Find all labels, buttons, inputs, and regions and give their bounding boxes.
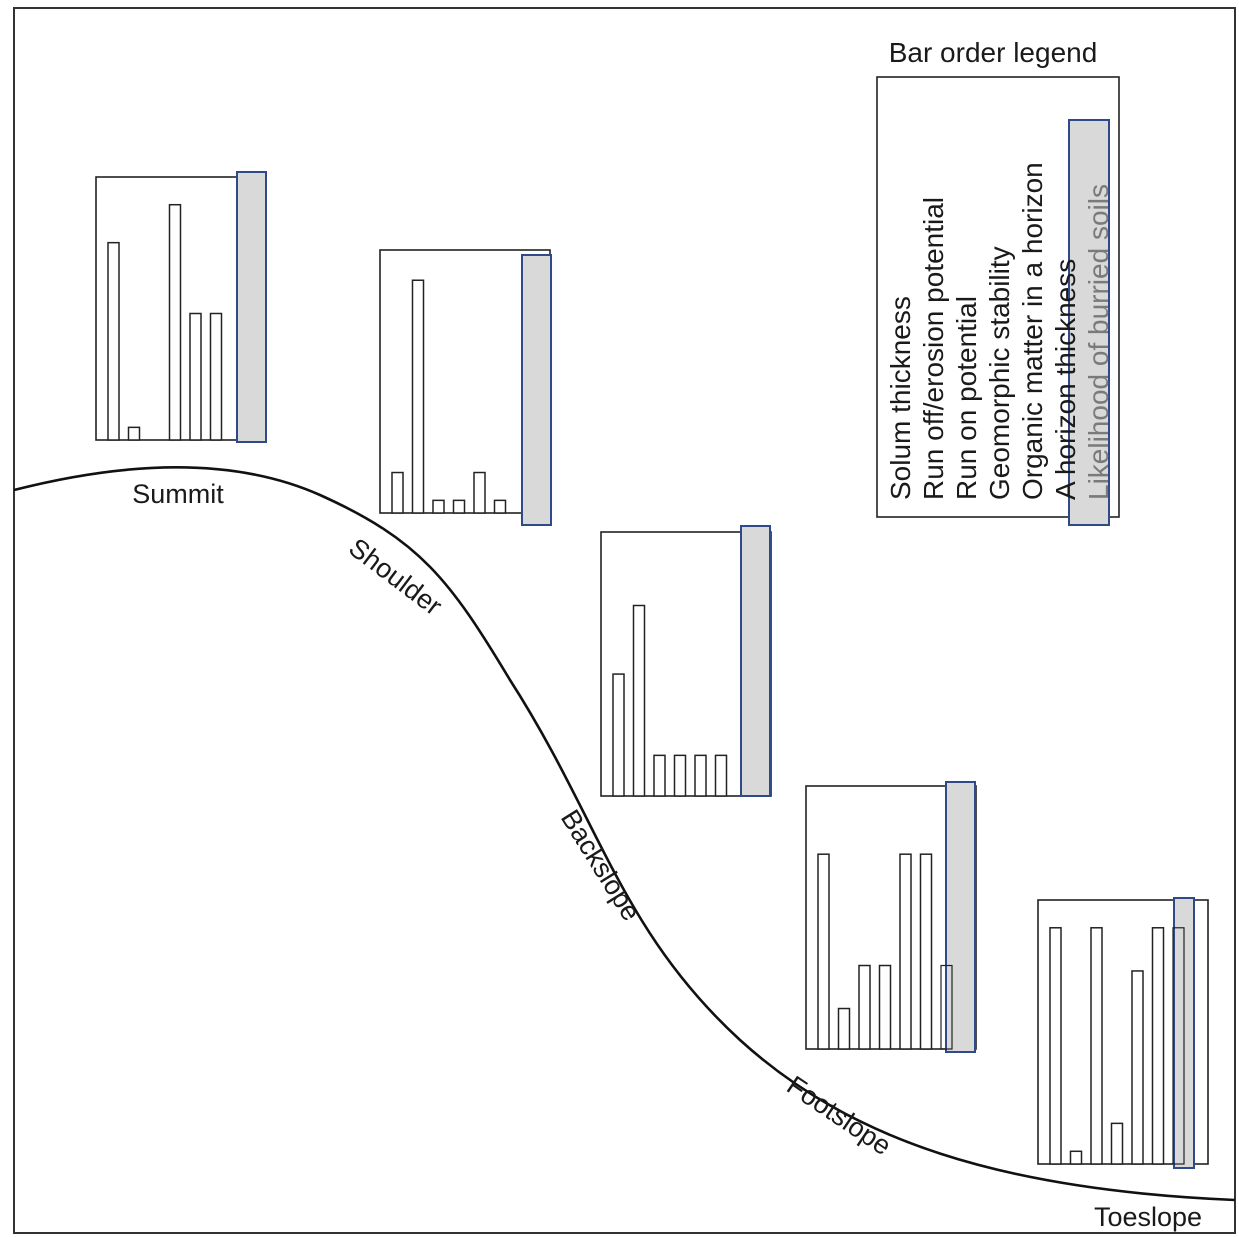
position-label-shoulder: Shoulder — [343, 532, 447, 621]
legend-item-5: Organic matter in a horizon — [1017, 162, 1048, 500]
hillslope-profile-line — [13, 466, 1236, 1202]
bar-toeslope-7 — [1172, 927, 1185, 1165]
bar-footslope-6 — [919, 853, 933, 1050]
bar-toeslope-5 — [1131, 970, 1144, 1165]
position-label-toeslope: Toeslope — [1094, 1202, 1202, 1232]
figure-frame — [13, 7, 1236, 1234]
position-label-backslope: Backslope — [555, 804, 646, 926]
highlight-box-burried-soils — [740, 525, 771, 797]
legend-item-6: A horizon thickness — [1050, 259, 1081, 500]
legend-item-7: Likelihood of burried soils — [1083, 184, 1114, 500]
bar-panel-footslope — [805, 781, 977, 1053]
legend-item-4: Geomorphic stability — [984, 246, 1015, 500]
bar-backslope-4 — [673, 754, 687, 797]
bar-footslope-3 — [858, 964, 871, 1050]
bar-panels — [95, 171, 1209, 1169]
highlight-box-burried-soils — [236, 171, 267, 443]
bar-backslope-1 — [612, 673, 625, 797]
bar-order-legend: Bar order legend Solum thickness Run off/… — [876, 37, 1120, 526]
bar-footslope-4 — [878, 964, 892, 1050]
bar-shoulder-6 — [493, 499, 507, 514]
bar-shoulder-5 — [473, 471, 486, 514]
bar-shoulder-2 — [411, 279, 425, 514]
legend-item-1: Solum thickness — [885, 296, 916, 500]
position-label-footslope: Footslope — [781, 1070, 896, 1161]
bar-shoulder-3 — [432, 499, 445, 514]
bar-backslope-2 — [632, 604, 646, 797]
legend-item-3: Run on potential — [951, 296, 982, 500]
bar-summit-1 — [107, 241, 120, 441]
legend-title: Bar order legend — [889, 37, 1098, 68]
bar-panel-toeslope — [1037, 897, 1209, 1169]
bar-toeslope-6 — [1151, 927, 1165, 1165]
bar-toeslope-1 — [1049, 927, 1062, 1165]
bar-backslope-5 — [694, 754, 707, 797]
bar-summit-6 — [209, 312, 223, 441]
legend-item-2: Run off/erosion potential — [918, 197, 949, 500]
bar-footslope-5 — [899, 853, 912, 1050]
bar-panel-shoulder — [379, 249, 552, 526]
bar-shoulder-1 — [391, 471, 404, 514]
bar-summit-4 — [168, 203, 182, 441]
bar-footslope-2 — [837, 1007, 851, 1050]
bar-backslope-3 — [653, 754, 666, 797]
bar-backslope-6 — [714, 754, 728, 797]
bar-summit-2 — [127, 426, 141, 441]
highlight-box-burried-soils — [945, 781, 976, 1053]
highlight-box-burried-soils — [521, 254, 552, 526]
bar-shoulder-4 — [452, 499, 466, 514]
bar-footslope-7 — [940, 964, 953, 1050]
bar-toeslope-3 — [1090, 927, 1103, 1165]
bar-toeslope-2 — [1069, 1150, 1083, 1165]
bar-panel-backslope — [600, 525, 772, 797]
bar-summit-5 — [189, 312, 202, 441]
bar-footslope-1 — [817, 853, 830, 1050]
legend-highlight-box — [1068, 119, 1110, 526]
legend-items: Solum thickness Run off/erosion potential… — [885, 162, 1114, 500]
bar-toeslope-4 — [1110, 1122, 1124, 1165]
position-label-summit: Summit — [132, 479, 224, 509]
bar-panel-summit — [95, 171, 267, 443]
